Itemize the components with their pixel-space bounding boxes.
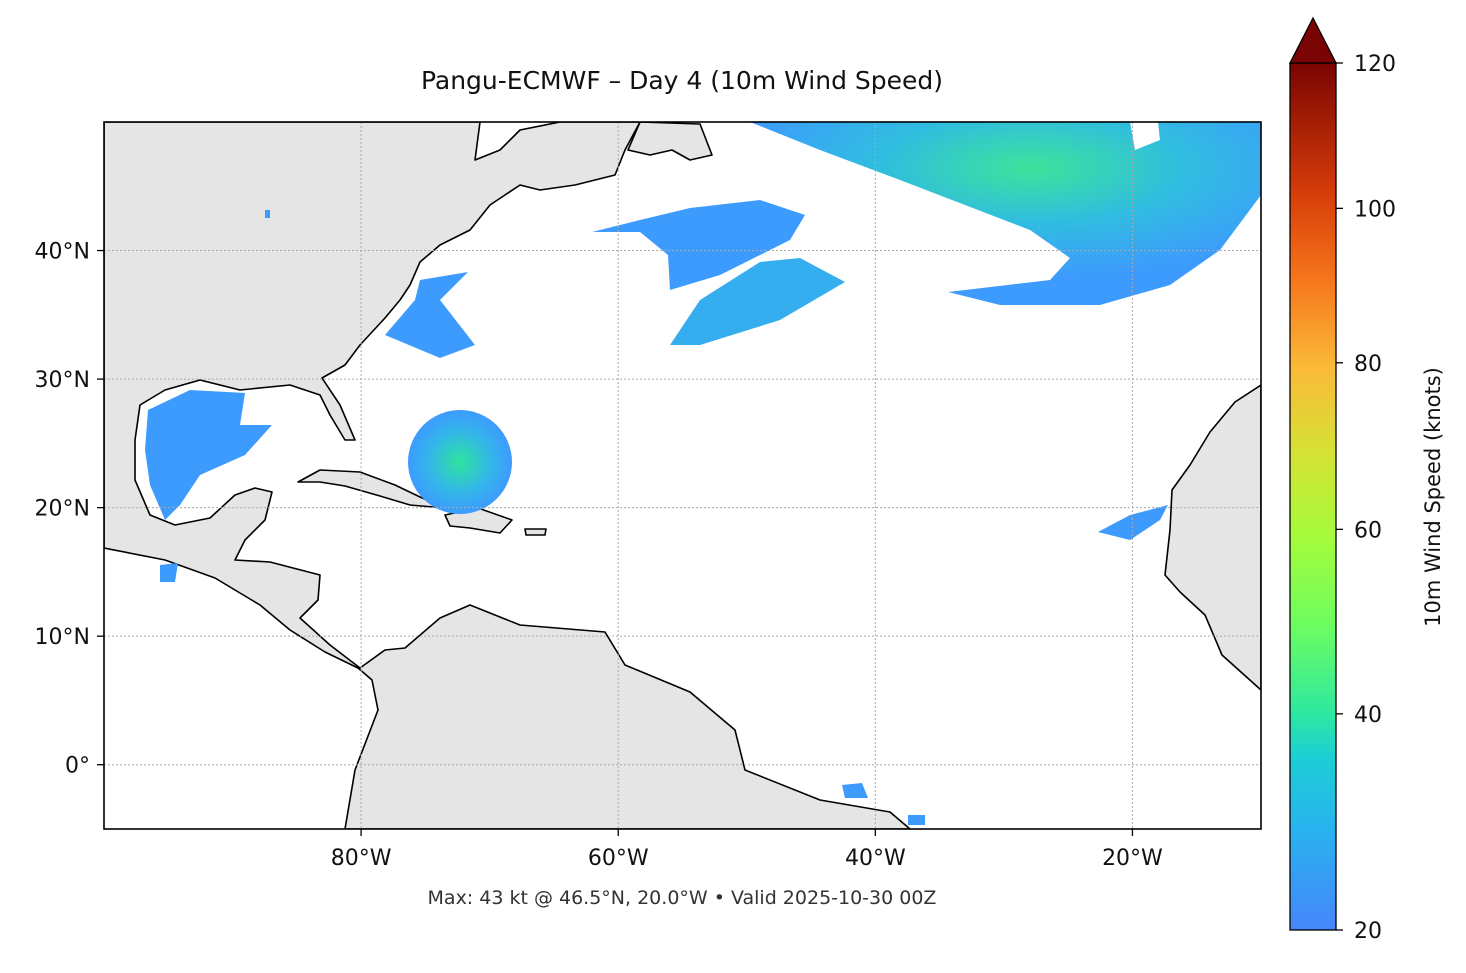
map-frame [103, 121, 1262, 830]
x-tick-label: 60°W [588, 846, 649, 871]
wind-mid2 [670, 258, 845, 345]
map [104, 122, 1261, 829]
colorbar-label: 10m Wind Speed (knots) [1421, 367, 1445, 627]
americas [104, 122, 911, 829]
y-tick-label: 40°N [35, 240, 90, 265]
colorbar-tick-label: 20 [1354, 919, 1382, 944]
wind-carolina [385, 272, 475, 358]
newfoundland [627, 122, 713, 161]
colorbar-tick-label: 40 [1354, 703, 1382, 728]
footnote: Max: 43 kt @ 46.5°N, 20.0°W • Valid 2025… [428, 887, 937, 909]
wind-northeast [750, 122, 1261, 305]
wind-gulf [145, 390, 272, 520]
africa [1164, 384, 1261, 691]
colorbar-frame [1289, 62, 1337, 931]
puerto-rico [524, 528, 547, 536]
colorbar-extend [1288, 16, 1338, 64]
colorbar-tick-label: 80 [1354, 352, 1382, 377]
wind-storm [408, 410, 512, 514]
x-tick-label: 40°W [845, 846, 906, 871]
y-tick-label: 30°N [35, 368, 90, 393]
wind-mid1 [592, 200, 805, 290]
title: Pangu-ECMWF – Day 4 (10m Wind Speed) [421, 66, 943, 95]
x-tick-label: 20°W [1102, 846, 1163, 871]
y-tick-label: 20°N [35, 497, 90, 522]
y-tick-label: 10°N [35, 625, 90, 650]
colorbar-tick-label: 120 [1354, 52, 1396, 77]
y-tick-label: 0° [65, 754, 90, 779]
colorbar [1290, 63, 1336, 930]
x-tick-label: 80°W [331, 846, 392, 871]
colorbar-tick-label: 100 [1354, 197, 1396, 222]
wind-africa [1098, 505, 1168, 540]
colorbar-tick-label: 60 [1354, 518, 1382, 543]
